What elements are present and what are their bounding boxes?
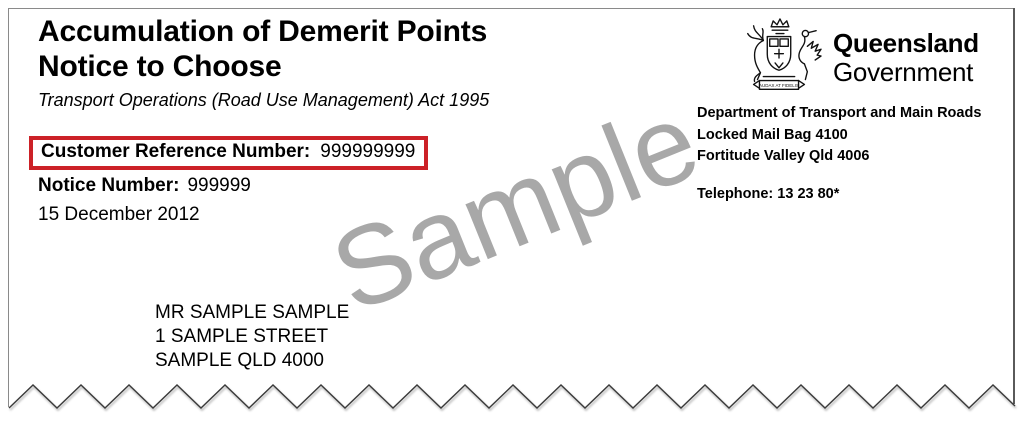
- notice-date: 15 December 2012: [38, 204, 200, 225]
- notice-title-line2: Notice to Choose: [38, 50, 282, 83]
- notice-number-row: Notice Number: 999999: [38, 175, 251, 197]
- legislation-reference: Transport Operations (Road Use Managemen…: [38, 90, 490, 110]
- notice-number-label: Notice Number:: [38, 175, 180, 196]
- department-mailbag: Locked Mail Bag 4100: [697, 126, 848, 143]
- recipient-name: MR SAMPLE SAMPLE: [155, 302, 350, 323]
- page-border-left: [8, 8, 9, 407]
- wordmark-queensland: Queensland: [833, 28, 979, 58]
- wordmark-government: Government: [833, 57, 974, 87]
- department-suburb: Fortitude Valley Qld 4006: [697, 148, 870, 164]
- customer-reference-number-value: 999999999: [320, 141, 416, 162]
- queensland-coat-of-arms-icon: AUDAX AT FIDELIS: [733, 17, 825, 108]
- customer-reference-number-label: Customer Reference Number:: [41, 141, 311, 162]
- recipient-street: 1 SAMPLE STREET: [155, 326, 329, 347]
- notice-title-line1: Accumulation of Demerit Points: [38, 15, 488, 48]
- customer-reference-number-highlight-box: Customer Reference Number: 999999999: [29, 136, 429, 170]
- notice-number-value: 999999: [187, 175, 251, 196]
- page-border-right: [1013, 8, 1015, 404]
- queensland-government-wordmark: Queensland Government: [833, 29, 979, 87]
- recipient-suburb: SAMPLE QLD 4000: [155, 350, 324, 371]
- department-name: Department of Transport and Main Roads: [697, 105, 982, 121]
- torn-edge-zigzag: [8, 384, 1016, 409]
- notice-title: Accumulation of Demerit Points Notice to…: [38, 14, 487, 84]
- recipient-address-block: MR SAMPLE SAMPLE 1 SAMPLE STREET SAMPLE …: [155, 301, 349, 373]
- department-telephone: Telephone: 13 23 80*: [697, 185, 840, 202]
- department-address-block: Department of Transport and Main Roads L…: [697, 103, 997, 205]
- crest-motto: AUDAX AT FIDELIS: [759, 83, 799, 88]
- page-border-top: [8, 8, 1015, 9]
